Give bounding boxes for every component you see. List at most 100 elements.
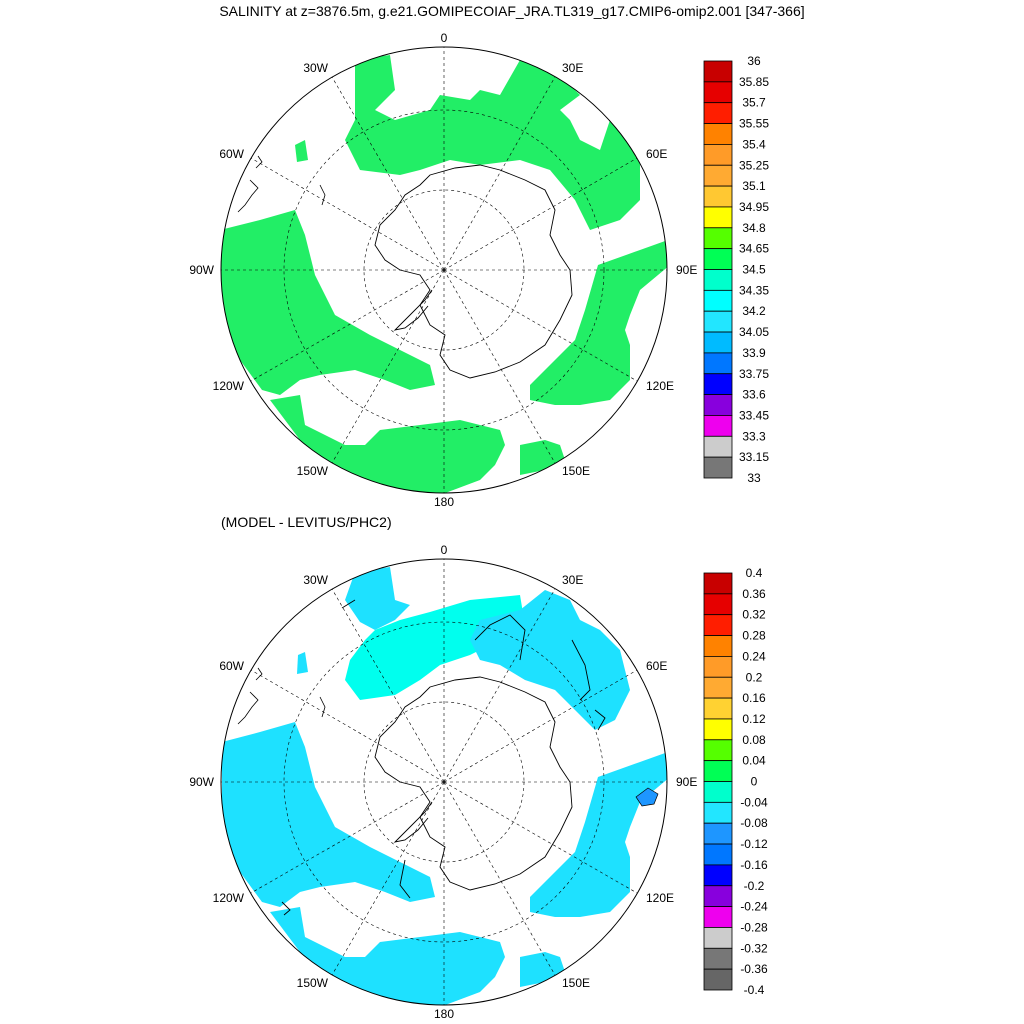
top-region-150e — [520, 440, 565, 475]
top-colorbar-tick-label: 34.05 — [739, 325, 769, 339]
bottom-region-150w — [270, 907, 505, 1005]
top-region-30w — [295, 140, 308, 162]
top-colorbar-tick-label: 33 — [747, 471, 761, 485]
bottom-colorbar-tick-label: 0.2 — [746, 670, 763, 684]
top-region-90e — [530, 240, 667, 405]
top-colorbar-swatch — [703, 227, 733, 250]
bottom-lon-label-150w: 150W — [297, 976, 329, 990]
bottom-colorbar-swatch — [703, 927, 733, 949]
top-colorbar-tick-label: 35.1 — [742, 179, 766, 193]
top-colorbar-swatch — [703, 310, 733, 333]
top-colorbar-swatch — [703, 164, 733, 187]
bottom-colorbar-swatch — [703, 968, 733, 991]
bottom-colorbar-tick-label: 0.08 — [742, 733, 766, 747]
top-colorbar-swatch — [703, 456, 733, 479]
bottom-colorbar-swatch — [703, 739, 733, 762]
bottom-peninsula — [393, 801, 433, 843]
bottom-region-30e — [470, 590, 630, 730]
bottom-difference-fill — [222, 567, 667, 1005]
top-colorbar-swatch — [703, 331, 733, 354]
bottom-graticule — [221, 559, 667, 1005]
top-lon-label-180: 180 — [434, 495, 454, 509]
top-lon-label-90w: 90W — [189, 263, 214, 277]
bottom-colorbar-swatch — [703, 885, 733, 908]
bottom-region-150e — [520, 952, 565, 987]
bottom-colorbar-swatch — [703, 676, 733, 699]
bottom-colorbar-tick-label: -0.4 — [744, 983, 765, 997]
bottom-lon-label-120e: 120E — [646, 891, 674, 905]
top-colorbar-swatch — [703, 81, 733, 104]
top-colorbar-tick-label: 34.2 — [742, 304, 766, 318]
top-colorbar-swatch — [703, 289, 733, 312]
bottom-colorbar-tick-label: -0.04 — [740, 795, 768, 809]
top-map-border — [220, 46, 668, 494]
top-colorbar-swatch — [703, 415, 733, 437]
bottom-lon-label-0: 0 — [441, 543, 448, 557]
top-colorbar-swatch — [703, 352, 733, 375]
top-region-90w — [221, 210, 435, 395]
top-colorbar-tick-label: 33.75 — [739, 367, 769, 381]
bottom-lon-label-120w: 120W — [213, 891, 245, 905]
bottom-colorbar-tick-label: -0.12 — [740, 837, 768, 851]
bottom-colorbar-tick-label: 0 — [751, 775, 758, 789]
bottom-antarctica-coast — [374, 676, 573, 891]
top-colorbar-tick-label: 33.9 — [742, 346, 766, 360]
bottom-colorbar-tick-label: -0.36 — [740, 962, 768, 976]
bottom-colorbar-tick-label: -0.24 — [740, 900, 768, 914]
bottom-lon-label-60e: 60E — [646, 659, 667, 673]
bottom-south-america — [237, 667, 326, 725]
bottom-lon-label-150e: 150E — [562, 976, 590, 990]
top-salinity-fill — [221, 55, 667, 493]
top-region-atlantic — [345, 55, 640, 230]
bottom-colorbar-tick-label: -0.28 — [740, 920, 768, 934]
bottom-colorbar-swatch — [703, 843, 733, 866]
bottom-region-90e — [530, 752, 667, 917]
top-colorbar-swatch — [703, 373, 733, 396]
bottom-colorbar-swatch — [703, 906, 733, 928]
bottom-colorbar-swatch — [703, 656, 733, 678]
top-lon-label-150e: 150E — [562, 464, 590, 478]
top-lon-label-0: 0 — [441, 31, 448, 45]
bottom-colorbar: 0.4 0.36 0.32 0.28 0.24 0.2 0.16 0.12 0.08 0.04 0 -… — [703, 566, 768, 997]
top-colorbar-tick-label: 34.5 — [742, 263, 766, 277]
bottom-colorbar-swatch — [703, 947, 733, 970]
top-colorbar: 36 35.85 35.7 35.55 35.4 35.25 35.1 34.95 34.8 34… — [703, 54, 769, 485]
top-colorbar-tick-label: 35.85 — [739, 75, 769, 89]
top-colorbar-swatch — [703, 102, 733, 124]
bottom-colorbar-tick-label: 0.4 — [746, 566, 763, 580]
top-lon-label-120w: 120W — [213, 379, 245, 393]
top-colorbar-swatch — [703, 123, 733, 145]
top-colorbar-tick-label: 35.4 — [742, 137, 766, 151]
bottom-lon-label-180: 180 — [434, 1007, 454, 1021]
bottom-map-border — [220, 558, 668, 1006]
top-colorbar-tick-label: 33.3 — [742, 429, 766, 443]
top-antarctica-coast — [374, 164, 573, 379]
top-lon-label-150w: 150W — [297, 464, 329, 478]
top-lon-label-60e: 60E — [646, 147, 667, 161]
bottom-colorbar-tick-label: 0.04 — [742, 754, 766, 768]
top-colorbar-swatch — [703, 394, 733, 416]
bottom-region-30w — [345, 567, 410, 630]
top-colorbar-swatch — [703, 185, 733, 208]
bottom-colorbar-swatch — [703, 614, 733, 636]
figure-title: SALINITY at z=3876.5m, g.e21.GOMIPECOIAF… — [219, 3, 805, 19]
top-lon-label-30w: 30W — [303, 61, 328, 75]
top-colorbar-tick-label: 33.45 — [739, 408, 769, 422]
bottom-lon-label-60w: 60W — [219, 659, 244, 673]
top-colorbar-tick-label: 36 — [747, 54, 761, 68]
bottom-colorbar-tick-label: 0.28 — [742, 629, 766, 643]
bottom-colorbar-swatch — [703, 718, 733, 741]
top-colorbar-tick-label: 34.35 — [739, 283, 769, 297]
top-lon-label-60w: 60W — [219, 147, 244, 161]
lower-panel-title: (MODEL - LEVITUS/PHC2) — [221, 514, 392, 530]
top-colorbar-swatch — [703, 143, 733, 166]
bottom-region-90e-patch — [635, 787, 659, 807]
bottom-lon-label-90e: 90E — [676, 775, 697, 789]
bottom-colorbar-tick-label: -0.16 — [740, 858, 768, 872]
bottom-colorbar-tick-label: 0.32 — [742, 608, 766, 622]
bottom-colorbar-swatch — [703, 697, 733, 720]
top-colorbar-tick-label: 34.8 — [742, 221, 766, 235]
top-colorbar-swatch — [703, 248, 733, 270]
bottom-colorbar-tick-label: -0.08 — [740, 816, 768, 830]
